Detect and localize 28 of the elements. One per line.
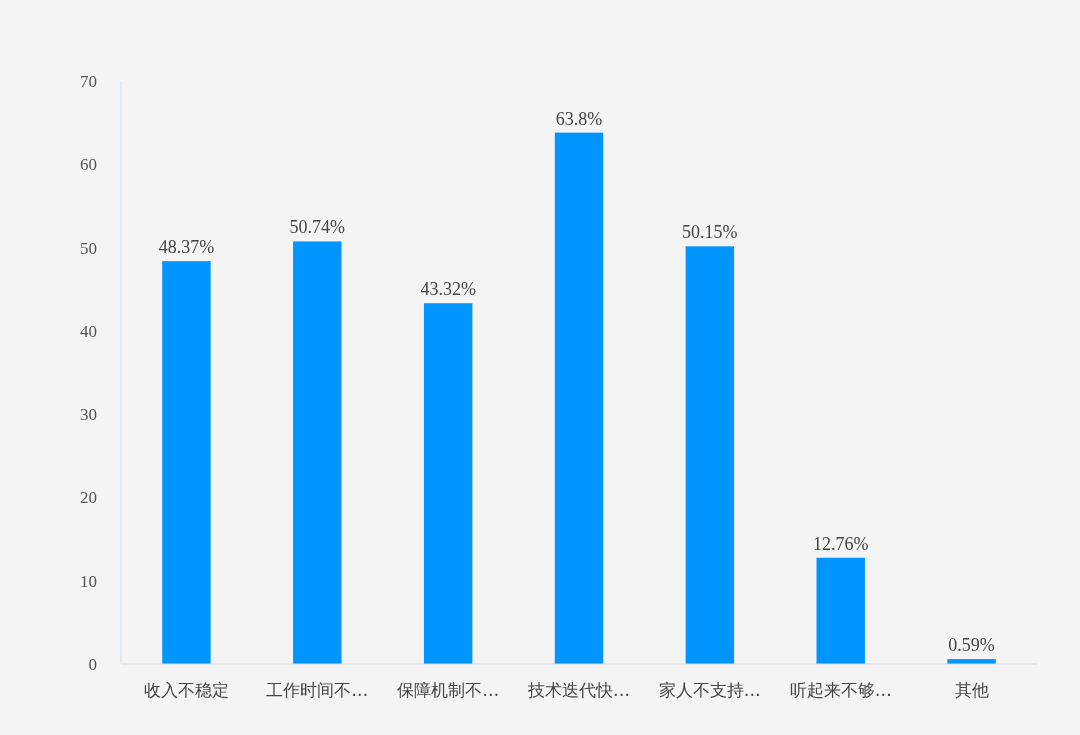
- x-tick-label: 听起来不够…: [789, 680, 892, 700]
- y-tick-label: 40: [80, 321, 97, 341]
- bar: [816, 557, 865, 664]
- data-label: 0.59%: [948, 635, 995, 656]
- bar: [293, 241, 342, 664]
- y-tick-label: 60: [80, 155, 97, 175]
- bar: [423, 303, 473, 664]
- y-tick-label: 70: [80, 72, 97, 91]
- y-tick-label: 20: [80, 488, 97, 508]
- data-label: 43.32%: [420, 279, 476, 300]
- bar: [685, 246, 735, 664]
- x-tick-label: 工作时间不…: [266, 680, 369, 700]
- x-tick-label: 技术迭代快…: [527, 680, 630, 700]
- x-tick-label: 收入不稳定: [143, 680, 229, 700]
- data-label: 50.15%: [682, 222, 738, 243]
- data-label: 48.37%: [158, 237, 215, 258]
- data-label: 63.8%: [555, 108, 603, 129]
- x-tick-label: 其他: [954, 680, 989, 700]
- x-tick-label: 保障机制不…: [397, 680, 500, 700]
- y-tick-label: 0: [88, 655, 97, 674]
- y-tick-label: 30: [80, 405, 97, 425]
- bar: [162, 261, 211, 664]
- data-label: 50.74%: [289, 217, 346, 238]
- x-tick-label: 家人不支持…: [658, 680, 761, 700]
- data-label: 12.76%: [812, 533, 869, 554]
- y-tick-label: 50: [80, 238, 97, 258]
- bar: [554, 132, 604, 664]
- y-tick-label: 10: [80, 571, 97, 591]
